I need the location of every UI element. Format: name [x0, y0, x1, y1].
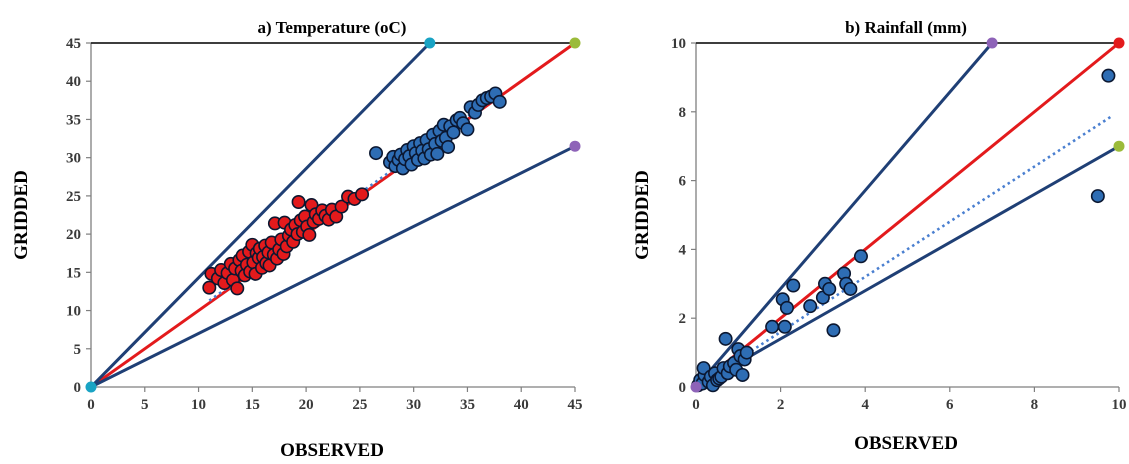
x-tick-label: 25 — [352, 397, 367, 413]
y-tick-label: 5 — [74, 342, 82, 358]
blue-data-point — [430, 146, 445, 161]
endpoint-marker — [569, 37, 581, 49]
x-tick-label: 30 — [406, 397, 421, 413]
x-tick-label: 15 — [245, 397, 260, 413]
y-tick-label: 10 — [671, 36, 686, 52]
blue-data-point — [803, 299, 818, 314]
upper-envelope-line — [89, 41, 431, 389]
endpoint-marker — [1113, 37, 1125, 49]
blue-data-point — [1090, 189, 1105, 204]
blue-data-point — [765, 319, 780, 334]
y-axis-label: GRIDDED — [632, 170, 653, 260]
blue-data-point — [777, 319, 792, 334]
blue-data-point — [492, 94, 507, 109]
x-tick-label: 4 — [861, 397, 869, 413]
x-tick-label: 0 — [87, 397, 95, 413]
rainfall-panel: b) Rainfall (mm) OBSERVED GRIDDED 0 2 4 6 8 1… — [632, 18, 1127, 454]
lower-envelope-line — [695, 144, 1120, 389]
y-tick-label: 30 — [66, 151, 81, 167]
blue-data-point — [718, 331, 733, 346]
y-tick-label: 0 — [74, 380, 82, 396]
endpoint-marker — [85, 381, 97, 393]
y-tick-label: 20 — [66, 227, 81, 243]
y-tick-label: 4 — [679, 242, 687, 258]
one-to-one-line — [695, 41, 1120, 389]
blue-data-point — [369, 146, 384, 161]
red-data-point — [302, 227, 317, 242]
y-tick-label: 45 — [66, 36, 81, 52]
y-tick-label: 0 — [679, 380, 687, 396]
x-tick-label: 45 — [568, 397, 583, 413]
temperature-panel: a) Temperature (oC) OBSERVED GRIDDED 0 5 1… — [11, 18, 583, 461]
blue-data-point — [779, 300, 794, 315]
red-data-point — [291, 195, 306, 210]
x-tick-label: 2 — [777, 397, 785, 413]
endpoint-marker — [690, 381, 702, 393]
upper-envelope-line — [694, 42, 994, 388]
y-tick-label: 6 — [679, 174, 687, 190]
endpoint-marker — [424, 37, 436, 49]
y-tick-label: 25 — [66, 189, 81, 205]
y-tick-label: 40 — [66, 74, 81, 90]
lower-envelope-line — [90, 144, 576, 389]
trend-line — [695, 115, 1112, 389]
red-data-point — [230, 281, 245, 296]
endpoint-marker — [1113, 140, 1125, 152]
x-tick-label: 0 — [692, 397, 700, 413]
chart-title: b) Rainfall (mm) — [845, 18, 967, 37]
blue-data-point — [1101, 68, 1116, 83]
blue-data-point — [843, 281, 858, 296]
chart-title: a) Temperature (oC) — [258, 18, 407, 37]
y-axis-label: GRIDDED — [11, 170, 32, 260]
blue-data-point — [786, 278, 801, 293]
x-tick-label: 35 — [460, 397, 475, 413]
blue-data-point — [739, 345, 754, 360]
x-tick-label: 10 — [1112, 397, 1127, 413]
x-axis-label: OBSERVED — [280, 440, 384, 459]
x-tick-label: 40 — [514, 397, 529, 413]
y-tick-label: 15 — [66, 265, 81, 281]
blue-data-point — [460, 122, 475, 137]
blue-data-point — [735, 367, 750, 382]
y-tick-label: 10 — [66, 304, 81, 320]
endpoint-marker — [986, 37, 998, 49]
x-tick-label: 5 — [141, 397, 149, 413]
blue-data-point — [826, 323, 841, 338]
red-data-point — [355, 187, 370, 202]
blue-data-point — [822, 281, 837, 296]
blue-data-point — [853, 249, 868, 264]
x-tick-label: 6 — [946, 397, 954, 413]
red-data-point — [334, 199, 349, 214]
x-tick-label: 20 — [299, 397, 314, 413]
endpoint-marker — [569, 140, 581, 152]
red-data-point — [202, 280, 217, 295]
blue-data-point — [446, 125, 461, 140]
blue-data-point — [441, 139, 456, 154]
y-tick-label: 2 — [679, 311, 687, 327]
y-tick-label: 35 — [66, 112, 81, 128]
x-tick-label: 8 — [1031, 397, 1039, 413]
x-axis-label: OBSERVED — [854, 433, 958, 454]
x-tick-label: 10 — [191, 397, 206, 413]
y-tick-label: 8 — [679, 105, 687, 121]
